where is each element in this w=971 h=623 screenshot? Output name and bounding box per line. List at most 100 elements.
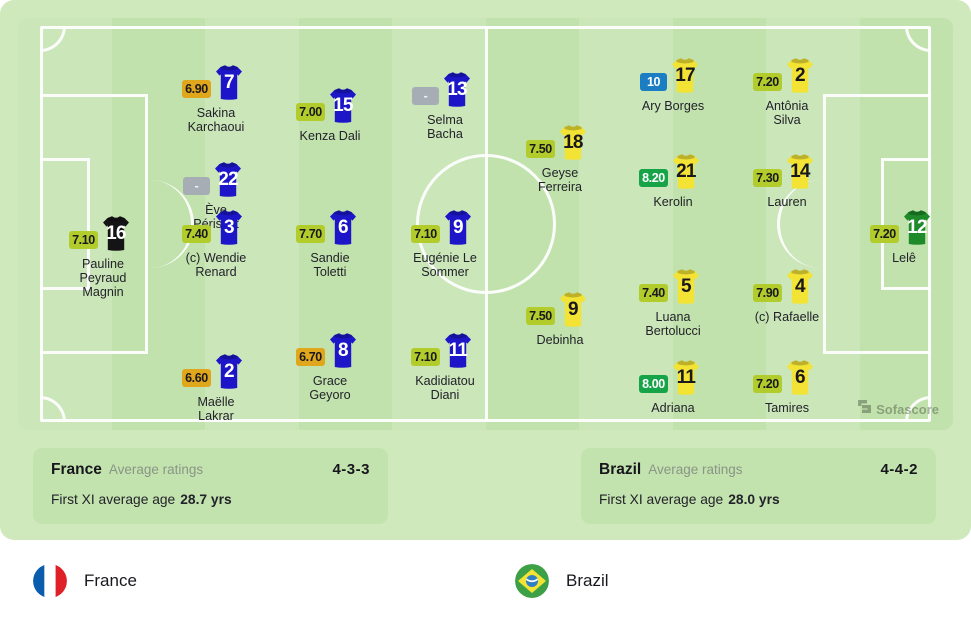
team-footer: France Brazil xyxy=(0,540,971,623)
jersey-icon: 9 xyxy=(552,290,594,332)
player-card[interactable]: 7.20 12 Lelê xyxy=(842,208,953,265)
rating-badge[interactable]: 8.20 xyxy=(639,169,668,187)
player-name[interactable]: Selma Bacha xyxy=(427,113,463,142)
rating-badge[interactable]: 7.90 xyxy=(753,284,782,302)
player-card[interactable]: 7.50 9 Debinha xyxy=(498,290,622,347)
player-shirt-row: 7.70 6 xyxy=(268,208,392,250)
player-card[interactable]: 6.90 7 Sakina Karchaoui xyxy=(154,63,278,134)
rating-badge[interactable]: 7.30 xyxy=(753,169,782,187)
player-card[interactable]: 6.60 2 Maëlle Lakrar xyxy=(154,352,278,423)
rating-badge[interactable]: 6.60 xyxy=(182,369,211,387)
player-shirt-row: 6.60 2 xyxy=(154,352,278,394)
summary-subtitle-brazil: Average ratings xyxy=(648,462,743,477)
rating-badge[interactable]: 7.10 xyxy=(411,348,440,366)
player-card[interactable]: 7.20 6 Tamires xyxy=(725,358,849,415)
rating-badge[interactable]: 7.40 xyxy=(639,284,668,302)
player-shirt-row: 8.00 11 xyxy=(611,358,735,400)
jersey-icon: 4 xyxy=(779,267,821,309)
summary-panel-brazil: Brazil Average ratings 4-4-2 First XI av… xyxy=(581,448,936,524)
rating-badge[interactable]: 7.70 xyxy=(296,225,325,243)
jersey-number: 2 xyxy=(794,65,806,86)
team-footer-brazil[interactable]: Brazil xyxy=(515,564,609,598)
player-card[interactable]: 7.40 5 Luana Bertolucci xyxy=(611,267,735,338)
player-name[interactable]: Sandie Toletti xyxy=(310,251,350,280)
player-card[interactable]: 7.90 4 (c) Rafaelle xyxy=(725,267,849,324)
player-card[interactable]: 8.20 21 Kerolin xyxy=(611,152,735,209)
player-name[interactable]: Ary Borges xyxy=(641,99,705,113)
jersey-icon: 21 xyxy=(665,152,707,194)
rating-badge[interactable]: 7.50 xyxy=(526,307,555,325)
jersey-number: 6 xyxy=(337,217,349,238)
minutes-badge[interactable]: 10 xyxy=(640,73,667,91)
player-name[interactable]: Lauren xyxy=(767,195,807,209)
rating-badge[interactable]: 8.00 xyxy=(639,375,668,393)
jersey-icon: 18 xyxy=(552,123,594,165)
summary-panel-france: France Average ratings 4-3-3 First XI av… xyxy=(33,448,388,524)
player-shirt-row: 7.20 6 xyxy=(725,358,849,400)
player-name[interactable]: Kadidiatou Diani xyxy=(415,374,475,403)
france-flag-icon xyxy=(33,564,67,598)
player-name[interactable]: Maëlle Lakrar xyxy=(197,395,235,424)
player-card[interactable]: 7.40 3 (c) Wendie Renard xyxy=(154,208,278,279)
rating-badge[interactable]: 7.20 xyxy=(753,73,782,91)
player-name[interactable]: (c) Wendie Renard xyxy=(185,251,247,280)
penalty-box-right xyxy=(823,94,931,354)
player-name[interactable]: Pauline Peyraud Magnin xyxy=(79,257,127,300)
jersey-number: 18 xyxy=(563,132,583,153)
rating-badge[interactable]: 7.40 xyxy=(182,225,211,243)
summary-age-row-brazil: First XI average age 28.0 yrs xyxy=(599,492,918,507)
player-name[interactable]: Grace Geyoro xyxy=(309,374,351,403)
rating-badge[interactable]: 6.90 xyxy=(182,80,211,98)
jersey-number: 15 xyxy=(333,95,353,116)
player-card[interactable]: 6.70 8 Grace Geyoro xyxy=(268,331,392,402)
player-card[interactable]: 7.50 18 Geyse Ferreira xyxy=(498,123,622,194)
penalty-arc-left xyxy=(148,180,194,268)
player-name[interactable]: Adriana xyxy=(651,401,695,415)
player-name[interactable]: Kenza Dali xyxy=(299,129,361,143)
player-card[interactable]: 7.10 16 Pauline Peyraud Magnin xyxy=(41,214,165,300)
player-name[interactable]: (c) Rafaelle xyxy=(754,310,820,324)
goal-box-right xyxy=(881,158,931,290)
player-card[interactable]: 7.20 2 Antônia Silva xyxy=(725,56,849,127)
player-card[interactable]: 7.10 9 Eugénie Le Sommer xyxy=(383,208,507,279)
player-card[interactable]: -13 Selma Bacha xyxy=(383,70,507,141)
rating-badge[interactable]: 7.20 xyxy=(753,375,782,393)
player-card[interactable]: 8.00 11 Adriana xyxy=(611,358,735,415)
jersey-number: 7 xyxy=(223,72,235,93)
player-name[interactable]: Lelê xyxy=(892,251,916,265)
player-name[interactable]: Sakina Karchaoui xyxy=(187,106,245,135)
jersey-icon: 13 xyxy=(436,70,478,112)
rating-badge[interactable]: 7.10 xyxy=(69,231,98,249)
rating-badge[interactable]: 7.20 xyxy=(870,225,899,243)
player-name[interactable]: Debinha xyxy=(536,333,584,347)
player-card[interactable]: 7.30 14 Lauren xyxy=(725,152,849,209)
player-card[interactable]: 7.10 11 Kadidiatou Diani xyxy=(383,331,507,402)
player-card[interactable]: 7.70 6 Sandie Toletti xyxy=(268,208,392,279)
rating-badge[interactable]: 6.70 xyxy=(296,348,325,366)
summary-team-name-france: France xyxy=(51,461,102,478)
player-name[interactable]: Kerolin xyxy=(653,195,693,209)
rating-badge[interactable]: 7.00 xyxy=(296,103,325,121)
jersey-icon: 7 xyxy=(208,63,250,105)
player-card[interactable]: 10 17 Ary Borges xyxy=(611,56,735,113)
rating-badge[interactable]: 7.50 xyxy=(526,140,555,158)
player-shirt-row: 7.50 18 xyxy=(498,123,622,165)
player-shirt-row: 7.20 12 xyxy=(842,208,953,250)
player-shirt-row: 10 17 xyxy=(611,56,735,98)
player-card[interactable]: 7.00 15 Kenza Dali xyxy=(268,86,392,143)
no-rating-badge[interactable]: - xyxy=(412,87,439,105)
jersey-icon: 8 xyxy=(322,331,364,373)
player-name[interactable]: Geyse Ferreira xyxy=(537,166,583,195)
summary-top-row-brazil: Brazil Average ratings 4-4-2 xyxy=(599,461,918,479)
jersey-icon: 22 xyxy=(207,160,249,202)
player-name[interactable]: Antônia Silva xyxy=(765,99,809,128)
player-name[interactable]: Eugénie Le Sommer xyxy=(413,251,477,280)
rating-badge[interactable]: 7.10 xyxy=(411,225,440,243)
player-name[interactable]: Tamires xyxy=(764,401,810,415)
summary-top-row-france: France Average ratings 4-3-3 xyxy=(51,461,370,479)
no-rating-badge[interactable]: - xyxy=(183,177,210,195)
team-footer-france[interactable]: France xyxy=(33,564,137,598)
player-shirt-row: 7.90 4 xyxy=(725,267,849,309)
jersey-icon: 16 xyxy=(95,214,137,256)
player-name[interactable]: Luana Bertolucci xyxy=(645,310,701,339)
